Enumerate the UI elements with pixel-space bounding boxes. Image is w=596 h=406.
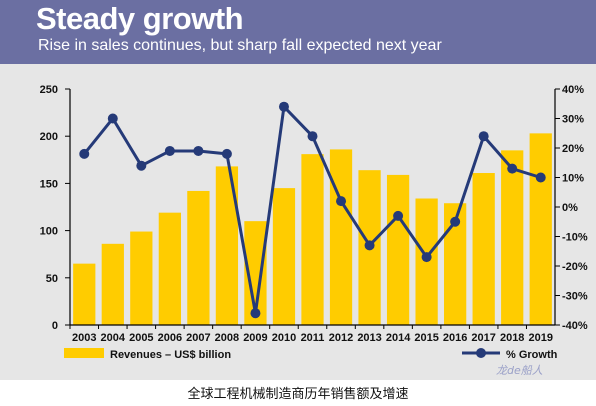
bar-2009 [244,221,267,325]
x-tick-label-2018: 2018 [500,332,524,344]
bar-2003 [73,263,96,325]
right-tick-label: 0% [562,202,578,214]
left-tick-label: 250 [40,84,58,96]
growth-point-2009 [250,308,261,319]
bar-2004 [101,243,124,325]
bar-2006 [158,212,181,325]
bar-2007 [187,190,210,325]
growth-point-2012 [336,196,347,207]
bar-2008 [215,166,239,325]
x-tick-label-2008: 2008 [215,332,239,344]
right-tick-label: -10% [562,232,588,244]
bar-2005 [130,231,153,325]
x-tick-label-2005: 2005 [129,332,153,344]
growth-point-2011 [307,131,318,142]
growth-point-2013 [364,240,375,251]
bar-2017 [472,173,495,325]
x-tick-label-2010: 2010 [272,332,296,344]
x-tick-label-2017: 2017 [471,332,495,344]
x-tick-label-2009: 2009 [243,332,267,344]
growth-point-2017 [478,131,489,142]
growth-point-2006 [164,145,175,156]
growth-point-2015 [421,252,432,263]
growth-point-2016 [450,216,461,227]
bar-2016 [444,203,467,325]
growth-point-2004 [107,113,118,124]
growth-point-2005 [136,160,147,171]
right-tick-label: 20% [562,143,584,155]
legend-line-marker [476,348,486,358]
x-tick-label-2013: 2013 [357,332,381,344]
right-tick-label: -20% [562,261,588,273]
bar-2011 [301,154,324,325]
right-tick-label: 40% [562,84,584,96]
growth-point-2014 [393,210,404,221]
x-tick-label-2016: 2016 [443,332,467,344]
growth-point-2010 [278,101,289,112]
chart-title: Steady growth [36,1,244,36]
x-tick-label-2019: 2019 [528,332,552,344]
x-tick-label-2012: 2012 [329,332,353,344]
right-tick-label: 10% [562,173,584,185]
bar-2019 [529,133,552,325]
x-tick-label-2011: 2011 [301,332,325,344]
x-tick-label-2004: 2004 [101,332,126,344]
bar-2012 [329,149,353,325]
x-tick-label-2006: 2006 [158,332,182,344]
growth-point-2019 [535,172,546,183]
x-tick-label-2014: 2014 [386,332,411,344]
growth-point-2007 [193,145,204,156]
legend-line-label: % Growth [506,349,558,361]
bar-2010 [272,188,296,325]
x-tick-label-2015: 2015 [414,332,438,344]
bar-2018 [501,150,524,325]
combo-chart: 0 50 100 150 200 250 -40% -30% -20% -10% 0% 10% 20% 3… [40,84,588,361]
left-tick-label: 0 [52,320,58,332]
x-tick-label-2007: 2007 [186,332,210,344]
left-tick-label: 150 [40,178,58,190]
left-tick-label: 50 [46,273,58,285]
right-tick-label: -40% [562,320,588,332]
growth-point-2018 [507,163,518,174]
chart-subtitle: Rise in sales continues, but sharp fall … [38,37,442,54]
figure-caption: 全球工程机械制造商历年销售额及增速 [187,387,409,402]
watermark-logo: 龙de船人 [496,364,543,377]
left-tick-label: 100 [40,226,58,238]
bar-2014 [386,174,410,325]
x-tick-label-2003: 2003 [72,332,96,344]
left-tick-label: 200 [40,131,58,143]
right-tick-label: -30% [562,291,588,303]
title-banner: Steady growth Rise in sales continues, b… [0,0,596,64]
growth-point-2003 [79,148,90,159]
growth-point-2008 [221,148,232,159]
legend-bar-label: Revenues – US$ billion [110,349,231,361]
right-tick-label: 30% [562,114,584,126]
legend-bar-swatch [64,348,104,358]
